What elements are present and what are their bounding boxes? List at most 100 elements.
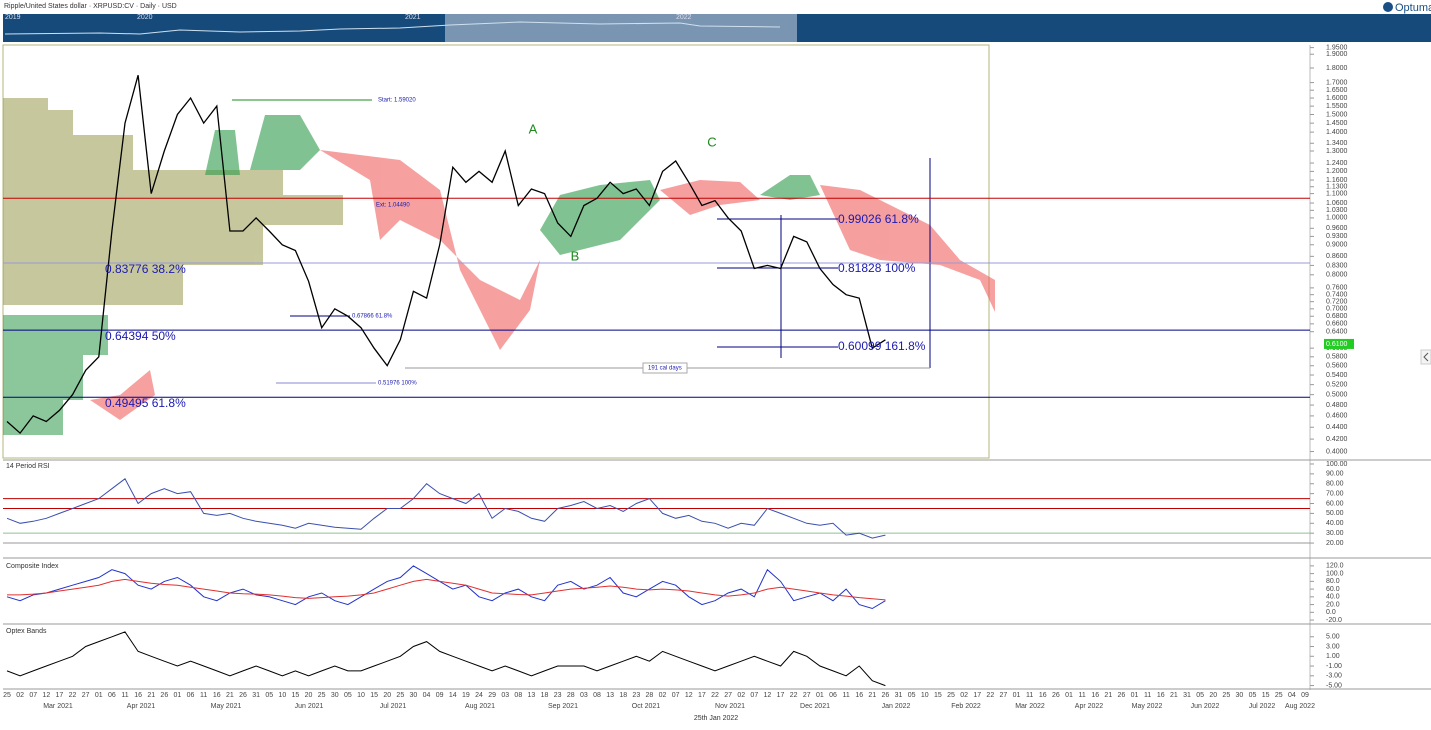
x-tick-label: 15	[292, 692, 300, 699]
x-tick-label: 06	[108, 692, 116, 699]
navigator-line	[4, 21, 781, 35]
x-tick-label: 26	[239, 692, 247, 699]
x-tick-label: 12	[42, 692, 50, 699]
x-tick-label: 11	[1078, 692, 1085, 699]
x-tick-label: 11	[121, 692, 128, 699]
y-tick-label: 60.00	[1326, 500, 1344, 507]
x-tick-label: 29	[488, 692, 496, 699]
x-tick-label: 08	[593, 692, 601, 699]
x-tick-label: 23	[632, 692, 640, 699]
x-tick-label: 19	[462, 692, 470, 699]
x-tick-label: 04	[1288, 692, 1296, 699]
y-tick-label: 1.2000	[1326, 168, 1348, 175]
navigator-year: 2021	[405, 14, 421, 21]
x-tick-label: 14	[449, 692, 457, 699]
annotation: 0.99026 61.8%	[838, 212, 919, 226]
y-tick-label: 1.6000	[1326, 95, 1348, 102]
x-tick-label: 10	[357, 692, 365, 699]
x-tick-label: 11	[842, 692, 849, 699]
x-tick-label: 13	[606, 692, 614, 699]
y-tick-label: 0.4000	[1326, 448, 1348, 455]
x-tick-label: 25	[3, 692, 11, 699]
x-tick-label: 22	[986, 692, 994, 699]
side-toggle[interactable]	[1420, 349, 1431, 365]
y-tick-label: 40.0	[1326, 594, 1340, 601]
y-tick-label: 1.4500	[1326, 120, 1348, 127]
x-tick-label: 05	[344, 692, 352, 699]
panel-title: Optex Bands	[6, 628, 47, 635]
volume-profile	[3, 98, 343, 435]
x-tick-label: 22	[69, 692, 77, 699]
annotation: 0.49495 61.8%	[105, 396, 186, 410]
y-tick-label: 1.1300	[1326, 184, 1348, 191]
y-tick-label: 0.4600	[1326, 413, 1348, 420]
y-tick-label: 1.3400	[1326, 140, 1348, 147]
x-tick-label: 21	[1170, 692, 1178, 699]
y-tick-label: 60.0	[1326, 586, 1340, 593]
last-price-label: 0.6100	[1326, 341, 1348, 348]
x-tick-label: 27	[1000, 692, 1008, 699]
x-tick-label: 21	[1104, 692, 1112, 699]
x-tick-label: 08	[514, 692, 522, 699]
x-tick-label: 24	[475, 692, 483, 699]
x-tick-label: 10	[921, 692, 929, 699]
x-tick-label: 07	[29, 692, 37, 699]
x-tick-label: 01	[1013, 692, 1021, 699]
month-label: Jan 2022	[882, 703, 911, 710]
annotation: B	[571, 248, 580, 263]
month-label: May 2022	[1132, 703, 1163, 710]
x-tick-label: 30	[1236, 692, 1244, 699]
y-tick-label: -5.00	[1326, 682, 1342, 689]
x-tick-label: 16	[1157, 692, 1165, 699]
x-tick-label: 23	[554, 692, 562, 699]
side-toggle-icon	[1423, 352, 1429, 362]
x-tick-label: 01	[174, 692, 182, 699]
y-tick-label: 0.0	[1326, 609, 1336, 616]
x-tick-label: 17	[56, 692, 64, 699]
month-label: Oct 2021	[632, 703, 661, 710]
y-tick-label: 0.5200	[1326, 381, 1348, 388]
month-label: Sep 2021	[548, 703, 578, 710]
y-tick-label: 0.4400	[1326, 424, 1348, 431]
x-tick-label: 31	[895, 692, 903, 699]
annotation: 0.81828 100%	[838, 261, 916, 275]
month-label: Jul 2022	[1249, 703, 1276, 710]
y-tick-label: 20.00	[1326, 540, 1344, 547]
x-tick-label: 05	[265, 692, 273, 699]
y-tick-label: 0.5600	[1326, 363, 1348, 370]
month-label: Aug 2021	[465, 703, 495, 710]
navigator-window[interactable]	[445, 14, 797, 42]
y-tick-label: 1.4000	[1326, 129, 1348, 136]
x-tick-label: 26	[160, 692, 168, 699]
y-tick-label: 0.4800	[1326, 402, 1348, 409]
x-tick-label: 22	[711, 692, 719, 699]
y-tick-label: 1.1000	[1326, 190, 1348, 197]
x-tick-label: 25	[1222, 692, 1230, 699]
x-tick-label: 26	[1052, 692, 1060, 699]
x-tick-label: 18	[619, 692, 627, 699]
annotation: Ext: 1.04490	[376, 203, 410, 209]
x-tick-label: 06	[187, 692, 195, 699]
x-tick-label: 16	[855, 692, 863, 699]
x-tick-label: 25	[1275, 692, 1283, 699]
x-tick-label: 30	[331, 692, 339, 699]
data-line	[7, 578, 886, 601]
x-tick-label: 11	[1026, 692, 1033, 699]
y-tick-label: -1.00	[1326, 663, 1342, 670]
x-tick-label: 02	[659, 692, 667, 699]
x-tick-label: 16	[1091, 692, 1099, 699]
x-tick-label: 28	[567, 692, 575, 699]
x-tick-label: 11	[1144, 692, 1151, 699]
navigator-year: 2022	[676, 14, 692, 21]
x-tick-label: 07	[672, 692, 680, 699]
annotation: 0.60099 161.8%	[838, 339, 926, 353]
panel-title: 14 Period RSI	[6, 463, 50, 470]
y-tick-label: 0.7600	[1326, 285, 1348, 292]
x-tick-label: 06	[829, 692, 837, 699]
y-tick-label: 0.8600	[1326, 253, 1348, 260]
navigator-year: 2019	[5, 14, 21, 21]
x-tick-label: 13	[528, 692, 536, 699]
y-tick-label: 1.9500	[1326, 44, 1348, 51]
